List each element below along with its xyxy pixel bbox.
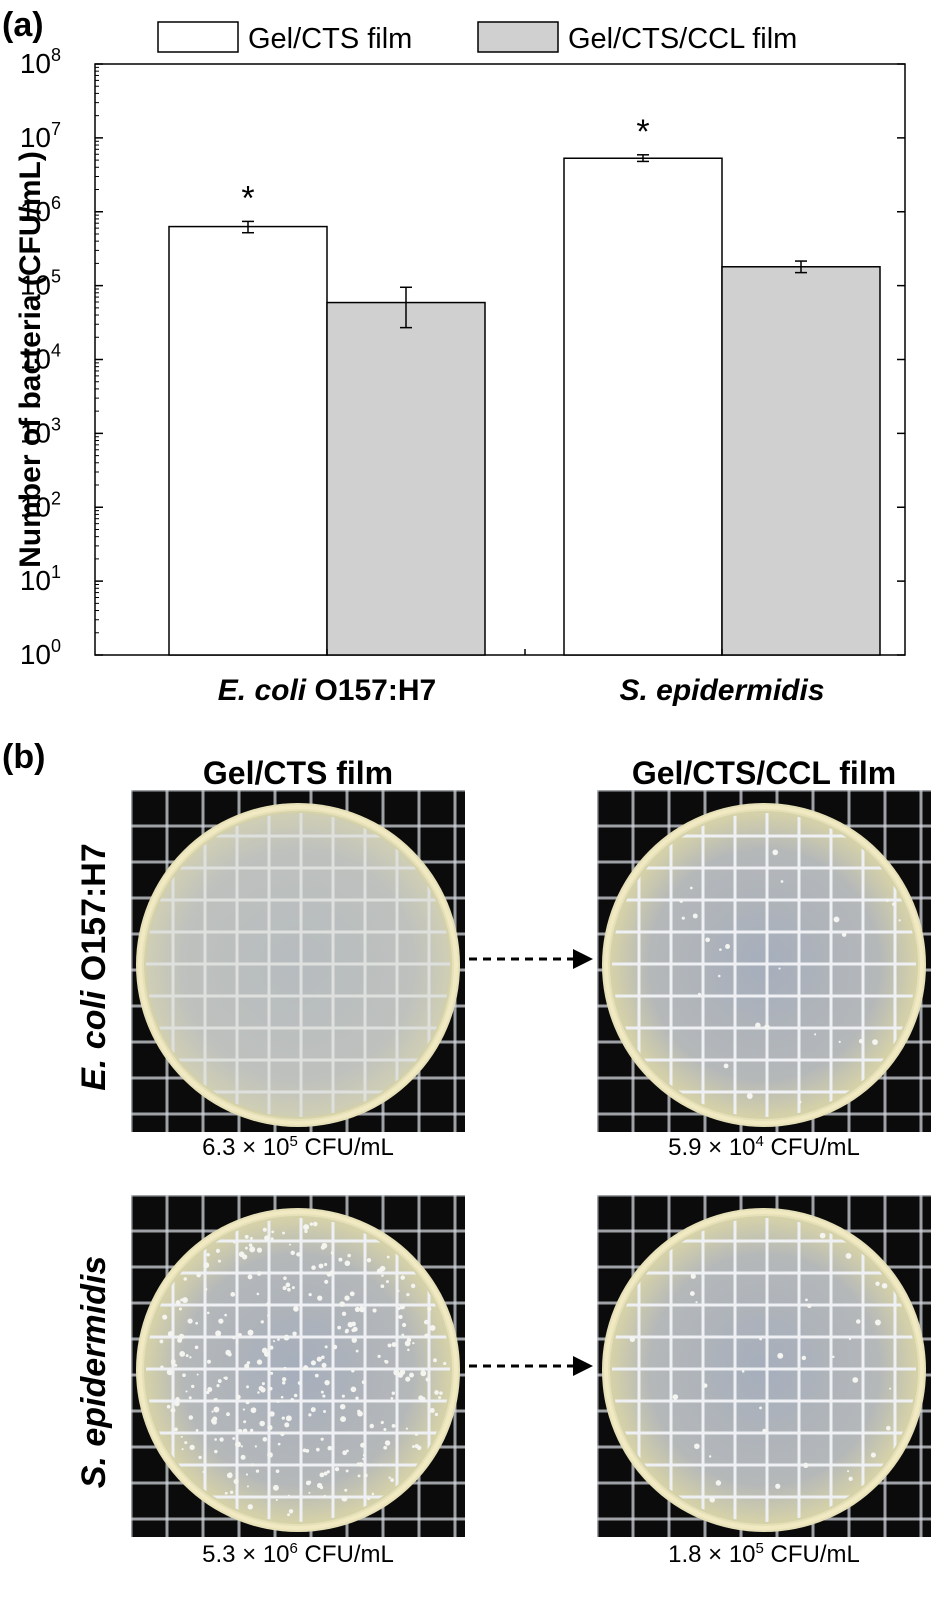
y-axis-title: Number of bacteria (CFU/mL) [14,151,47,568]
caption-base: 10 [262,1134,290,1161]
caption-exponent: 6 [289,1540,298,1557]
bar-chart: 100 101 102 103 104 105 106 107 108 Number of bac… [14,21,906,707]
dish-edge [604,805,924,1125]
petri-dish-graphic [597,1195,931,1537]
caption-times: × [242,1541,257,1568]
bar-gel-cts [563,157,723,656]
caption-times: × [708,1541,723,1568]
legend-swatch [477,21,559,53]
caption-ecoli-gel-cts-ccl: 5.9 × 104 CFU/mL [597,1133,931,1162]
caption-base: 10 [728,1541,756,1568]
significance-marker: * [241,179,254,217]
legend-label: Gel/CTS/CCL film [568,23,797,55]
row-title-ecoli-italic: E. coli [75,990,113,1091]
panel-b-label: (b) [2,738,46,776]
y-tick-label: 100 [20,636,61,670]
y-tick-label: 106 [20,193,61,227]
legend-swatch [157,21,239,53]
row-title-ecoli: E. coli O157:H7 [75,782,119,1152]
bar-gel-cts [168,225,328,656]
petri-dish-graphic [131,1195,465,1537]
petri-dish-graphic [131,790,465,1132]
caption-mantissa: 5.3 [202,1541,236,1568]
caption-unit: CFU/mL [770,1541,860,1568]
y-tick-label: 102 [20,488,61,522]
row-title-sepidermidis-italic: S. epidermidis [75,1255,113,1489]
dish-photo-sepidermidis-gel-cts [131,1195,465,1537]
dish-photo-sepidermidis-gel-cts-ccl [597,1195,931,1537]
caption-unit: CFU/mL [770,1134,860,1161]
caption-mantissa: 1.8 [668,1541,702,1568]
dish-edge [604,1210,924,1530]
y-tick-label: 108 [20,45,61,79]
y-tick-label: 107 [20,119,61,153]
dish-photo-ecoli-gel-cts-ccl [597,790,931,1132]
row-title-ecoli-strain: O157:H7 [75,843,113,991]
caption-mantissa: 6.3 [202,1134,236,1161]
row-title-sepidermidis: S. epidermidis [75,1187,119,1557]
caption-times: × [242,1134,257,1161]
x-tick-label: E. coli O157:H7 [218,674,436,707]
petri-dish-graphic [597,790,931,1132]
legend-label: Gel/CTS film [248,23,412,55]
caption-mantissa: 5.9 [668,1134,702,1161]
caption-exponent: 5 [289,1133,298,1150]
arrow-right-icon [469,1356,593,1376]
y-tick-label: 101 [20,562,61,596]
caption-exponent: 4 [755,1133,764,1150]
x-tick-label: S. epidermidis [619,674,824,707]
caption-base: 10 [728,1134,756,1161]
dish-photo-ecoli-gel-cts [131,790,465,1132]
y-tick-label: 104 [20,341,61,375]
arrow-right-icon [469,949,593,969]
y-tick-label: 103 [20,414,61,448]
bar-gel-cts-ccl [326,301,486,656]
caption-ecoli-gel-cts: 6.3 × 105 CFU/mL [131,1133,465,1162]
dish-edge [138,805,458,1125]
caption-unit: CFU/mL [304,1134,394,1161]
dish-edge [138,1210,458,1530]
column-title-gel-cts: Gel/CTS film [202,755,394,791]
panel-a-label: (a) [2,6,44,44]
caption-sepidermidis-gel-cts: 5.3 × 106 CFU/mL [131,1540,465,1569]
column-title-gel-cts-ccl: Gel/CTS/CCL film [631,755,897,791]
bar-gel-cts-ccl [721,266,881,656]
caption-times: × [708,1134,723,1161]
y-tick-label: 105 [20,267,61,301]
caption-base: 10 [262,1541,290,1568]
caption-exponent: 5 [755,1540,764,1557]
significance-marker: * [636,113,649,151]
caption-unit: CFU/mL [304,1541,394,1568]
caption-sepidermidis-gel-cts-ccl: 1.8 × 105 CFU/mL [597,1540,931,1569]
